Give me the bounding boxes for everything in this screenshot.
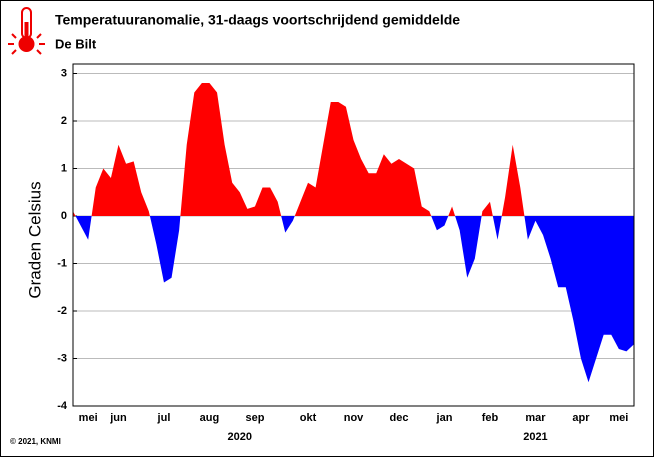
y-tick-label: -3: [57, 352, 67, 364]
chart-title: Temperatuuranomalie, 31-daags voortschri…: [55, 12, 460, 28]
y-tick-label: -1: [57, 257, 67, 269]
anomaly-area: [73, 83, 634, 383]
y-axis-label: Graden Celsius: [25, 181, 44, 298]
x-tick-label: apr: [572, 412, 590, 424]
x-tick-label: mei: [79, 412, 98, 424]
year-label: 2020: [228, 431, 252, 443]
x-tick-label: aug: [200, 412, 220, 424]
x-tick-label: jun: [109, 412, 127, 424]
x-tick-label: mar: [525, 412, 546, 424]
y-tick-label: 1: [61, 162, 67, 174]
footer: © 2021, KNMI: [10, 437, 61, 446]
year-label: 2021: [523, 431, 547, 443]
chart-subtitle: De Bilt: [55, 36, 97, 51]
x-tick-label: okt: [300, 412, 317, 424]
x-tick-label: feb: [482, 412, 499, 424]
x-tick-label: dec: [390, 412, 409, 424]
x-tick-label: mei: [609, 412, 628, 424]
x-tick-label: jul: [157, 412, 171, 424]
thermometer-icon: [8, 7, 45, 55]
x-tick-label: jan: [436, 412, 453, 424]
x-tick-label: nov: [344, 412, 364, 424]
y-tick-label: 0: [61, 210, 67, 222]
y-tick-label: 2: [61, 115, 67, 127]
x-tick-label: sep: [245, 412, 264, 424]
y-tick-label: 3: [61, 67, 67, 79]
y-tick-label: -4: [57, 400, 68, 412]
plot-frame: [72, 63, 635, 407]
y-tick-label: -2: [57, 305, 67, 317]
